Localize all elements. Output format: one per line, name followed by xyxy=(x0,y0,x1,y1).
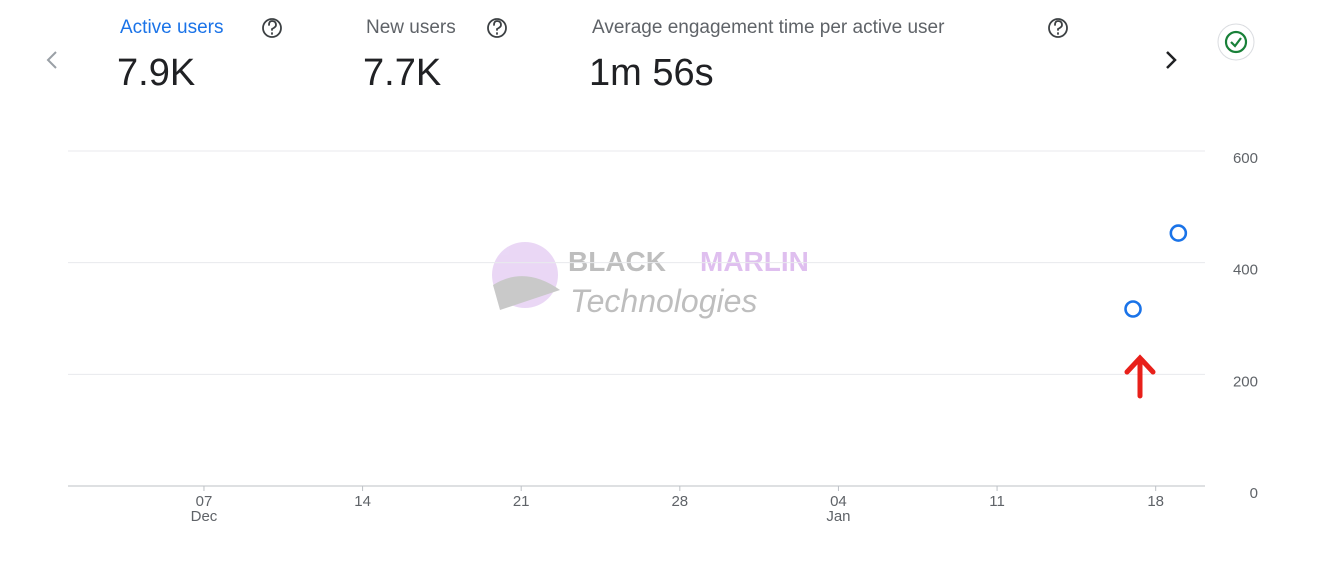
metric-label[interactable]: New users xyxy=(366,17,456,38)
x-tick-label: 11 xyxy=(989,493,1005,510)
watermark-word: BLACK xyxy=(568,246,666,277)
watermark: BLACK MARLIN Technologies xyxy=(492,242,809,319)
y-tick-label: 600 xyxy=(1233,150,1258,167)
metric-label[interactable]: Active users xyxy=(120,17,224,38)
highlight-point xyxy=(1169,224,1188,242)
status-badge[interactable] xyxy=(1217,23,1255,61)
check-mark xyxy=(1230,37,1242,48)
help-glyph xyxy=(1054,20,1063,35)
help-circle xyxy=(1048,18,1068,38)
x-tick-label: 04 Jan xyxy=(826,493,851,525)
metric-label[interactable]: Average engagement time per active user xyxy=(592,17,945,38)
help-glyph xyxy=(268,20,277,35)
x-tick-label: 18 xyxy=(1147,493,1165,510)
x-tick-label: 07 Dec xyxy=(190,493,218,525)
x-tick-label: 14 xyxy=(354,493,371,510)
watermark-tagline: Technologies xyxy=(570,283,757,319)
watermark-word: MARLIN xyxy=(700,246,809,277)
logo-fish xyxy=(493,276,560,310)
metric-value: 7.7K xyxy=(363,52,442,94)
y-tick-label: 400 xyxy=(1233,262,1258,279)
help-circle xyxy=(262,18,282,38)
help-circle xyxy=(487,18,507,38)
check-icon xyxy=(1224,30,1248,54)
help-icon xyxy=(262,18,282,38)
annotation-arrow xyxy=(1124,354,1156,399)
highlight-point xyxy=(1124,300,1142,318)
metric-value: 1m 56s xyxy=(589,52,714,94)
help-icon xyxy=(487,18,507,38)
x-tick-label: 21 xyxy=(512,493,530,510)
y-tick-label: 200 xyxy=(1233,373,1258,390)
x-tick-label: 28 xyxy=(671,493,689,510)
metric-value: 7.9K xyxy=(117,52,196,94)
y-tick-label: 0 xyxy=(1250,485,1258,502)
help-glyph xyxy=(493,20,502,35)
next-arrow[interactable] xyxy=(1166,51,1177,69)
help-icon xyxy=(1048,18,1068,38)
prev-arrow[interactable] xyxy=(46,51,57,69)
